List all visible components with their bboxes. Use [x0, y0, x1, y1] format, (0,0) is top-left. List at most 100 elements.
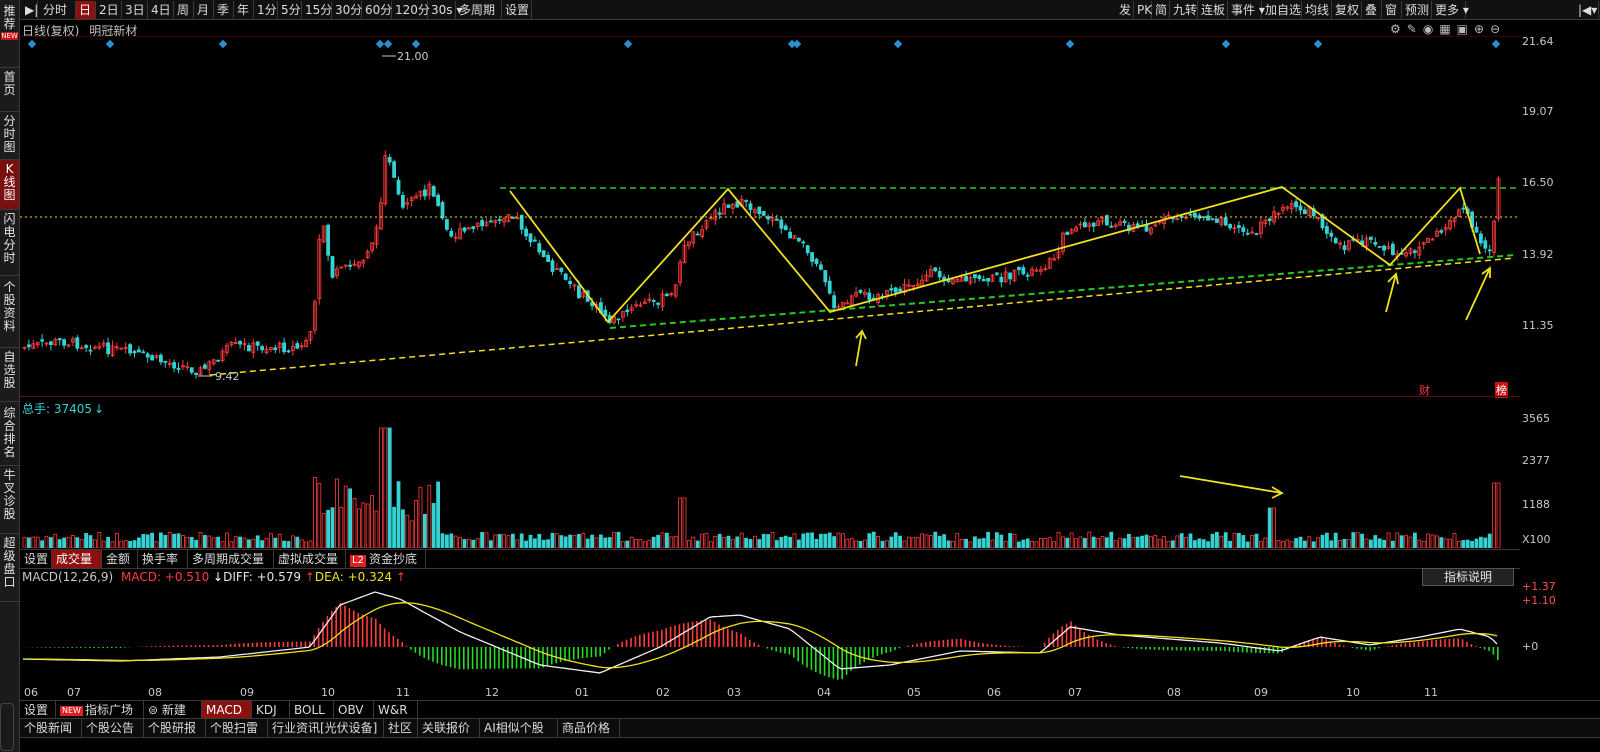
event-marker[interactable]	[623, 39, 633, 49]
macd-chart[interactable]	[20, 585, 1520, 685]
toolbar-item-13[interactable]: 60分	[362, 1, 392, 19]
toolbar-right-item-11[interactable]: 预测	[1402, 1, 1432, 19]
bottom-tab-5[interactable]: BOLL	[290, 701, 334, 719]
sidebar-item-9[interactable]: 超级盘口	[0, 534, 19, 602]
bottom-tab-7[interactable]: W&R	[374, 701, 418, 719]
event-marker[interactable]	[105, 39, 115, 49]
sidebar-item-7[interactable]: 综合排名	[0, 404, 19, 466]
bottom-tab-0[interactable]: 设置	[20, 701, 56, 719]
bottom-tab-6[interactable]: OBV	[334, 701, 374, 719]
sidebar-item-1[interactable]: 首页	[0, 68, 19, 112]
candle-body	[1457, 209, 1461, 217]
bottom-tab-4[interactable]: KDJ	[252, 701, 290, 719]
indicator-tab-1[interactable]: 成交量	[52, 550, 102, 568]
bottom-tab-1[interactable]: NEW 指标广场	[56, 701, 144, 719]
news-tab-1[interactable]: 个股公告	[82, 719, 144, 737]
rank-badge[interactable]: 榜	[1495, 382, 1508, 398]
news-tab-6[interactable]: 关联报价	[418, 719, 480, 737]
eye-icon[interactable]: ◉	[1422, 22, 1440, 36]
toolbar-right-item-9[interactable]: 叠	[1362, 1, 1382, 19]
toolbar-right-item-3[interactable]: 九转	[1170, 1, 1198, 19]
toolbar-item-6[interactable]: 月	[194, 1, 214, 19]
toolbar-item-12[interactable]: 30分	[332, 1, 362, 19]
candlestick-chart[interactable]: 21.00 9.42	[20, 36, 1520, 396]
toolbar-item-15[interactable]: 30s ▾	[428, 1, 462, 19]
candle-body	[766, 216, 770, 220]
zoom-out-icon[interactable]: ⊖	[1490, 22, 1507, 36]
event-marker[interactable]	[792, 39, 802, 49]
toolbar-right-item-4[interactable]: 连板	[1198, 1, 1228, 19]
toolbar-right-item-12[interactable]: 更多 ▾	[1432, 1, 1469, 19]
toolbar-right-item-6[interactable]: 加自选	[1262, 1, 1302, 19]
toolbar-right-item-1[interactable]: PK	[1134, 1, 1152, 19]
event-marker[interactable]	[1065, 39, 1075, 49]
toolbar-right-item-0[interactable]: 发	[1116, 1, 1134, 19]
bottom-tab-3[interactable]: MACD	[202, 701, 252, 719]
play-icon[interactable]: ▶|	[22, 1, 38, 19]
news-tab-0[interactable]: 个股新闻	[20, 719, 82, 737]
toolbar-right-item-8[interactable]: 复权	[1332, 1, 1362, 19]
toolbar-right-item-5[interactable]: 事件 ▾	[1228, 1, 1265, 19]
news-tab-5[interactable]: 社区	[384, 719, 418, 737]
toolbar-item-17[interactable]: 设置	[502, 1, 532, 19]
sidebar-item-6[interactable]: 自选股	[0, 348, 19, 402]
indicator-tab-4[interactable]: 多周期成交量	[188, 550, 274, 568]
indicator-tab-5[interactable]: 虚拟成交量	[274, 550, 346, 568]
toolbar-item-7[interactable]: 季	[214, 1, 234, 19]
indicator-tab-3[interactable]: 换手率	[138, 550, 188, 568]
scroll-handle[interactable]	[0, 703, 14, 751]
sidebar-item-5[interactable]: 个股资料	[0, 278, 19, 348]
sidebar-item-0[interactable]: 推荐 NEW	[0, 2, 19, 68]
toolbar-item-8[interactable]: 年	[234, 1, 254, 19]
chart-mode-label[interactable]: 日线(复权)	[22, 24, 80, 38]
event-marker[interactable]	[1221, 39, 1231, 49]
indicator-tab-6[interactable]: L2 资金抄底	[346, 550, 426, 568]
volume-bar	[1347, 539, 1351, 548]
sidebar-item-2[interactable]: 分时图	[0, 112, 19, 160]
news-tab-2[interactable]: 个股研报	[144, 719, 206, 737]
toolbar-item-3[interactable]: 3日	[122, 1, 148, 19]
finance-badge[interactable]: 财	[1419, 384, 1430, 397]
news-tab-4[interactable]: 行业资讯[光伏设备]	[268, 719, 384, 737]
event-marker[interactable]	[1491, 39, 1501, 49]
gear-icon[interactable]: ⚙	[1390, 22, 1407, 36]
bottom-tab-2[interactable]: ⊜ 新建	[144, 701, 202, 719]
toolbar-item-16[interactable]: 多周期	[456, 1, 502, 19]
grid-icon[interactable]: ▦	[1439, 22, 1457, 36]
event-marker[interactable]	[411, 39, 421, 49]
window-icon[interactable]: ▣	[1456, 22, 1474, 36]
news-tab-3[interactable]: 个股扫雷	[206, 719, 268, 737]
toolbar-item-9[interactable]: 1分	[254, 1, 278, 19]
event-marker[interactable]	[218, 39, 228, 49]
event-marker[interactable]	[375, 39, 385, 49]
sidebar-item-8[interactable]: 牛叉诊股	[0, 466, 19, 534]
event-marker[interactable]	[383, 39, 393, 49]
macd-name[interactable]: MACD(12,26,9)	[22, 570, 114, 584]
toolbar-item-5[interactable]: 周	[174, 1, 194, 19]
event-marker[interactable]	[893, 39, 903, 49]
toolbar-item-11[interactable]: 15分	[302, 1, 332, 19]
event-marker[interactable]	[27, 39, 37, 49]
event-markers[interactable]	[27, 39, 1501, 49]
toolbar-right-item-10[interactable]: 窗	[1382, 1, 1402, 19]
toolbar-right-item-2[interactable]: 简	[1152, 1, 1170, 19]
toolbar-item-14[interactable]: 120分	[392, 1, 430, 19]
toolbar-item-2[interactable]: 2日	[96, 1, 122, 19]
indicator-tab-2[interactable]: 金额	[102, 550, 138, 568]
toolbar-item-1[interactable]: 日	[76, 1, 96, 19]
indicator-explain-button[interactable]: 指标说明	[1422, 568, 1514, 586]
volume-chart[interactable]	[20, 412, 1520, 548]
toolbar-item-10[interactable]: 5分	[278, 1, 302, 19]
indicator-tab-0[interactable]: 设置	[20, 550, 52, 568]
expand-icon[interactable]: |◀▾	[1575, 1, 1599, 19]
toolbar-item-4[interactable]: 4日	[148, 1, 174, 19]
news-tab-8[interactable]: 商品价格	[558, 719, 620, 737]
pen-icon[interactable]: ✎	[1406, 22, 1423, 36]
toolbar-item-0[interactable]: 分时	[40, 1, 76, 19]
news-tab-7[interactable]: AI相似个股	[480, 719, 558, 737]
zoom-in-icon[interactable]: ⊕	[1474, 22, 1491, 36]
sidebar-item-3[interactable]: K线图	[0, 160, 19, 210]
sidebar-item-4[interactable]: 闪电分时	[0, 210, 19, 276]
toolbar-right-item-7[interactable]: 均线	[1302, 1, 1332, 19]
event-marker[interactable]	[1313, 39, 1323, 49]
